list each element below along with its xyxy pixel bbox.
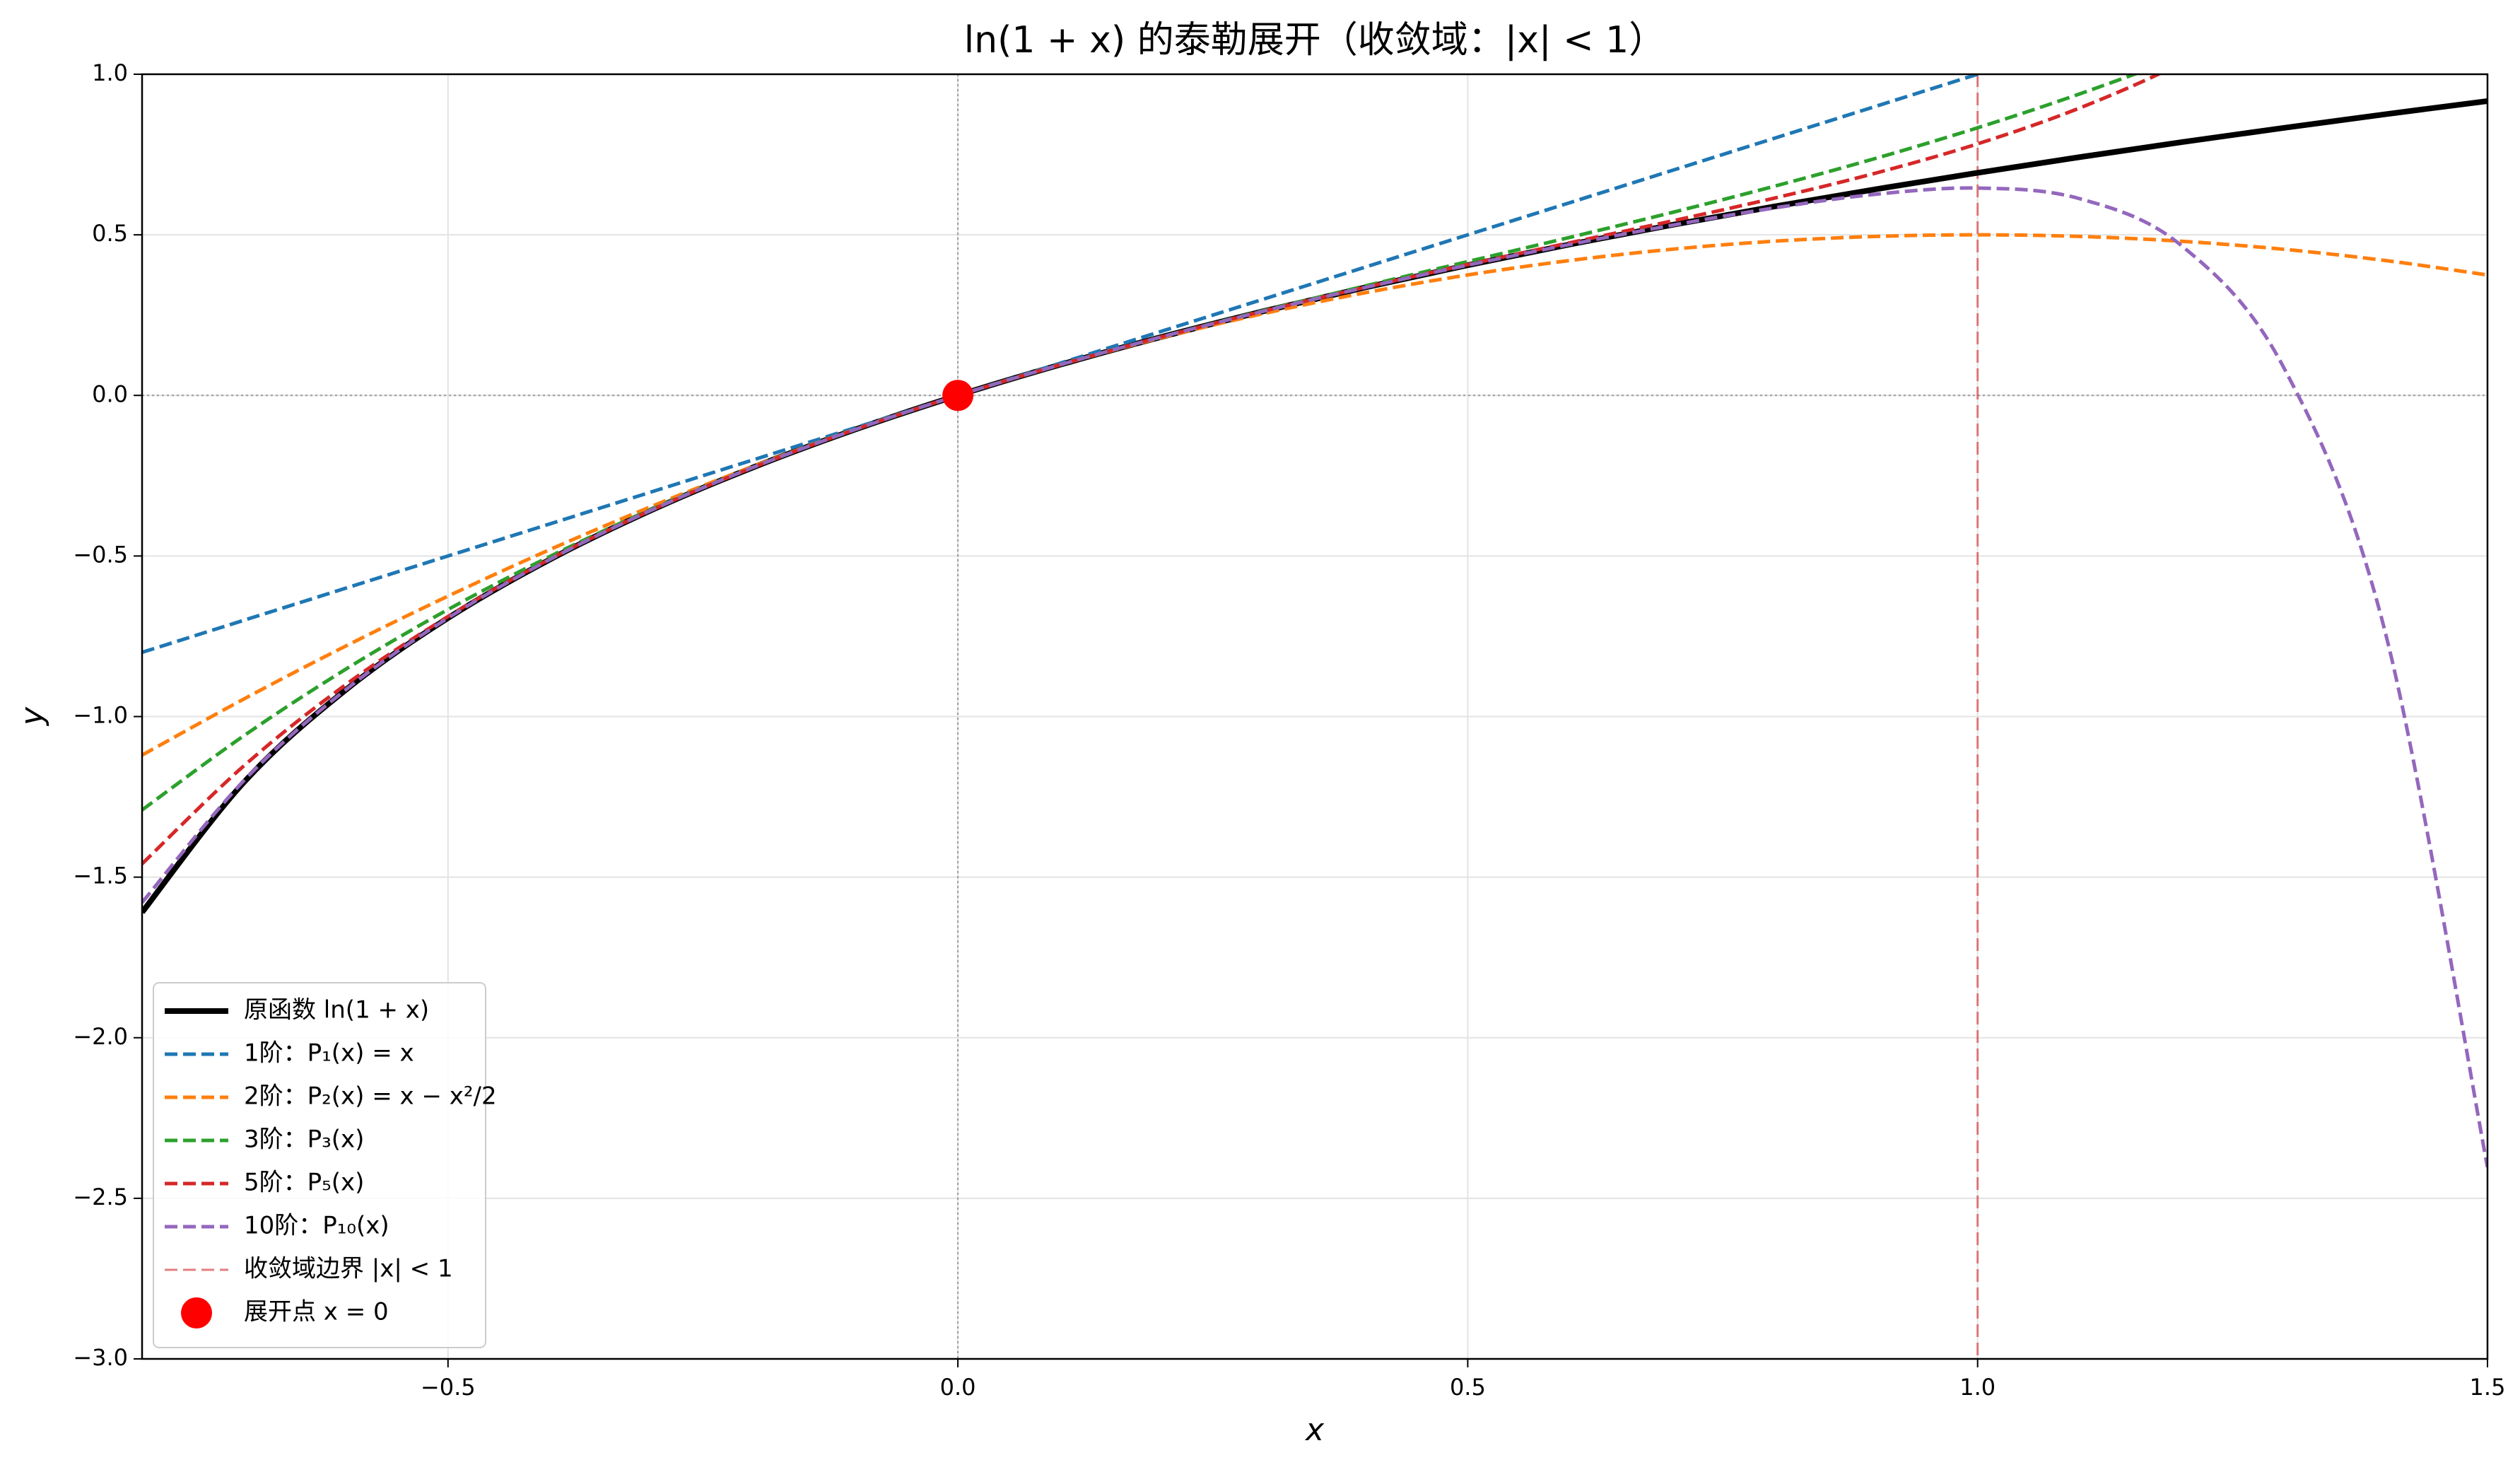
plot-area: [142, 74, 2487, 1359]
legend-label: 收敛域边界 |x| < 1: [244, 1255, 453, 1283]
y-tick-label: −0.5: [73, 541, 128, 568]
y-tick-label: −2.5: [73, 1184, 128, 1210]
series-line: [142, 186, 2487, 1168]
chart-title: ln(1 + x) 的泰勒展开（收敛域：|x| < 1）: [964, 19, 1666, 62]
plot-frame: [141, 73, 2489, 1360]
legend-label: 5阶：P₅(x): [244, 1169, 364, 1197]
expansion-point: [942, 380, 974, 411]
x-axis-label: x: [1304, 1412, 1325, 1448]
legend-label: 3阶：P₃(x): [244, 1126, 364, 1154]
legend-label: 原函数 ln(1 + x): [244, 996, 429, 1024]
x-tick-label: −0.5: [421, 1374, 476, 1401]
y-tick-label: −1.5: [73, 863, 128, 889]
legend-label: 2阶：P₂(x) = x − x²/2: [244, 1082, 497, 1111]
legend-label: 1阶：P₁(x) = x: [244, 1039, 414, 1068]
y-axis-label: y: [14, 706, 50, 727]
legend-swatch: [181, 1297, 212, 1328]
series-line: [142, 233, 2487, 757]
y-tick-label: 0.0: [92, 380, 128, 407]
series-line: [142, 74, 1984, 655]
legend-label: 10阶：P₁₀(x): [244, 1212, 389, 1240]
x-tick-label: 1.0: [1959, 1374, 1996, 1401]
series-line: [142, 74, 2163, 865]
legend-box: [153, 982, 486, 1348]
y-tick-label: 1.0: [92, 59, 128, 86]
y-tick-label: −3.0: [73, 1344, 128, 1371]
y-tick-label: 0.5: [92, 220, 128, 247]
series-line: [142, 98, 2487, 914]
legend-label: 展开点 x = 0: [244, 1298, 389, 1326]
x-tick-label: 0.5: [1450, 1374, 1486, 1401]
y-tick-label: −1.0: [73, 702, 128, 729]
x-tick-label: 0.0: [940, 1374, 976, 1401]
y-tick-label: −2.0: [73, 1023, 128, 1050]
x-tick-label: 1.5: [2470, 1374, 2506, 1401]
series-line: [142, 74, 2140, 812]
